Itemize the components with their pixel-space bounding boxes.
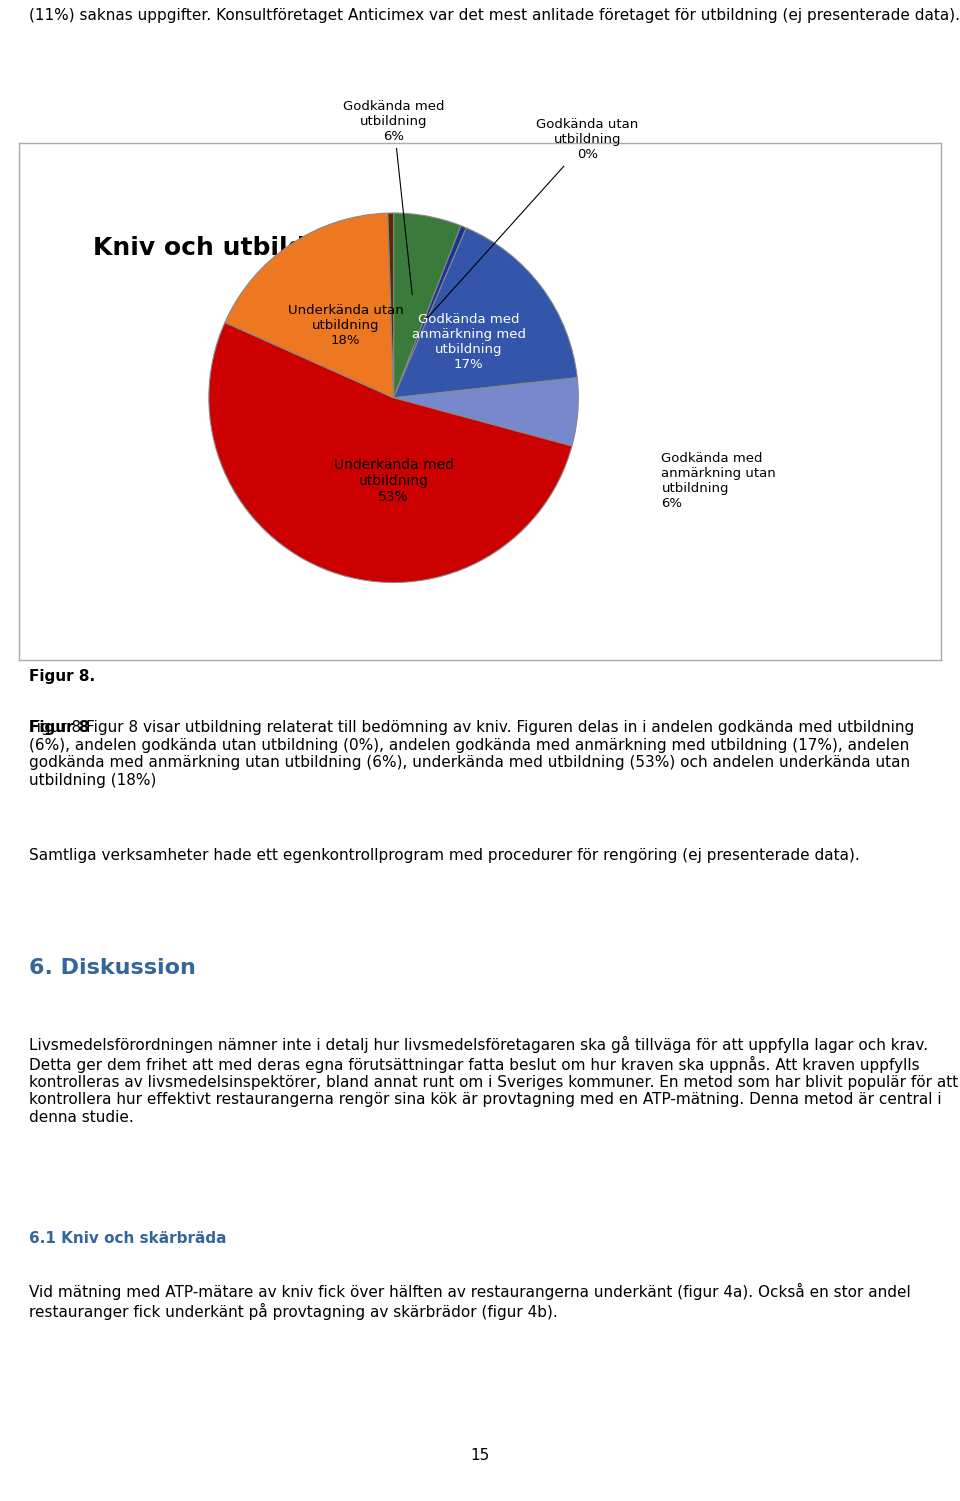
Wedge shape [225, 213, 394, 398]
Text: 15: 15 [470, 1448, 490, 1463]
Text: Samtliga verksamheter hade ett egenkontrollprogram med procedurer för rengöring : Samtliga verksamheter hade ett egenkontr… [29, 848, 859, 863]
Text: Figur 8.: Figur 8. [29, 669, 95, 684]
Text: 6.1 Kniv och skärbräda: 6.1 Kniv och skärbräda [29, 1231, 227, 1246]
Text: (11%) saknas uppgifter. Konsultföretaget Anticimex var det mest anlitade företag: (11%) saknas uppgifter. Konsultföretaget… [29, 8, 960, 23]
Text: Figur 8 Figur 8 visar utbildning relaterat till bedömning av kniv. Figuren delas: Figur 8 Figur 8 visar utbildning relater… [29, 720, 914, 788]
Text: Vid mätning med ATP-mätare av kniv fick över hälften av restaurangerna underkänt: Vid mätning med ATP-mätare av kniv fick … [29, 1283, 910, 1321]
Text: 6. Diskussion: 6. Diskussion [29, 958, 196, 977]
Text: Livsmedelsförordningen nämner inte i detalj hur livsmedelsföretagaren ska gå til: Livsmedelsförordningen nämner inte i det… [29, 1036, 958, 1124]
Text: Godkända med
anmärkning med
utbildning
17%: Godkända med anmärkning med utbildning 1… [412, 314, 526, 371]
Wedge shape [394, 225, 467, 398]
Text: Godkända med
anmärkning utan
utbildning
6%: Godkända med anmärkning utan utbildning … [661, 452, 777, 510]
Text: Godkända utan
utbildning
0%: Godkända utan utbildning 0% [427, 119, 638, 318]
Wedge shape [388, 213, 394, 398]
Text: Underkända utan
utbildning
18%: Underkända utan utbildning 18% [288, 305, 403, 347]
Text: Figur 8: Figur 8 [29, 720, 89, 735]
Text: Kniv och utbildning: Kniv och utbildning [93, 236, 368, 260]
Text: Godkända med
utbildning
6%: Godkända med utbildning 6% [343, 101, 444, 294]
Wedge shape [394, 213, 461, 398]
Wedge shape [209, 323, 572, 582]
Text: Underkända med
utbildning
53%: Underkända med utbildning 53% [334, 458, 454, 504]
Wedge shape [394, 228, 577, 398]
Wedge shape [394, 378, 578, 446]
